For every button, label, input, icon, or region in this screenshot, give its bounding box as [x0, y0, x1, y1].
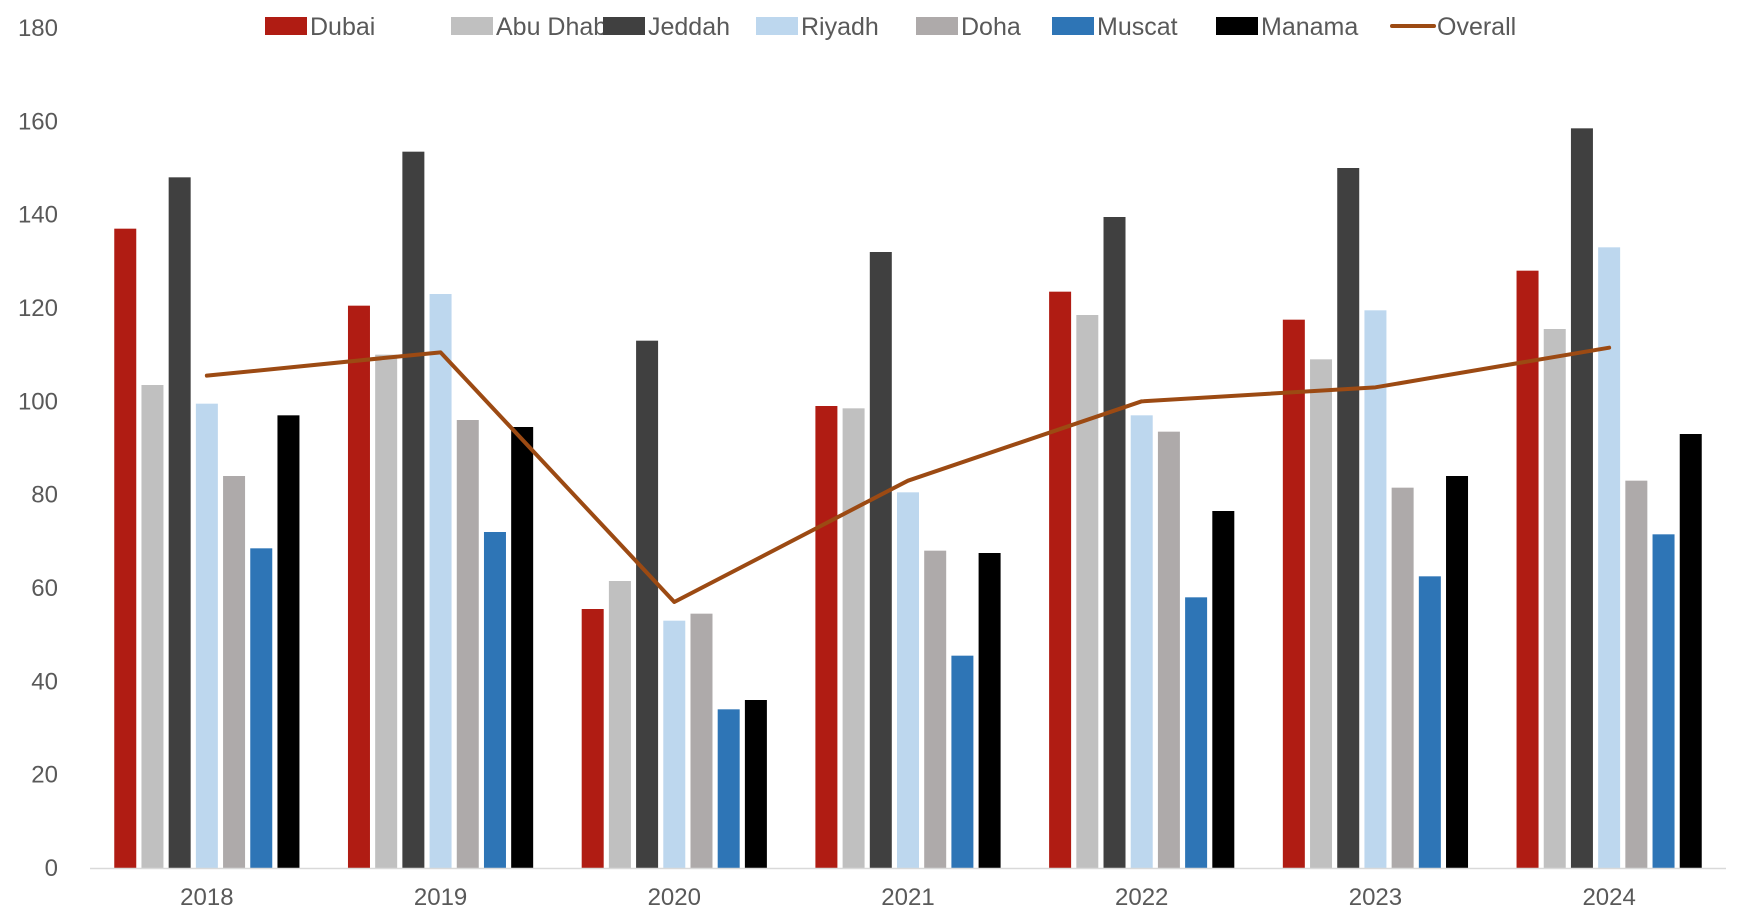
bar-jeddah-2020: [636, 340, 659, 868]
bar-doha-2020: [690, 613, 713, 868]
bar-manama-2018: [277, 415, 300, 868]
bar-muscat-2018: [250, 548, 273, 868]
legend-swatch: [451, 17, 493, 35]
legend-item-manama: Manama: [1216, 13, 1358, 41]
legend-item-dubai: Dubai: [265, 13, 375, 41]
bar-dubai-2018: [114, 228, 137, 869]
legend-swatch: [265, 17, 307, 35]
bar-riyadh-2020: [663, 620, 686, 868]
bar-jeddah-2019: [402, 151, 425, 869]
y-tick-label: 120: [18, 295, 58, 322]
x-axis: 2018 2019 2020 2021 2022 2023 2024: [90, 867, 1726, 911]
legend-swatch: [1052, 17, 1094, 35]
bar-jeddah-2024: [1570, 128, 1593, 868]
bar-manama-2023: [1446, 476, 1469, 868]
bar-dubai-2023: [1282, 319, 1305, 868]
line-overall: [204, 345, 1612, 604]
bar-riyadh-2018: [195, 403, 218, 868]
bar-abu-dhabi-2018: [141, 385, 164, 868]
legend-label: Jeddah: [648, 13, 730, 41]
legend-label: Abu Dhabi: [496, 13, 613, 41]
bar-abu-dhabi-2019: [375, 354, 398, 868]
bar-muscat-2021: [951, 655, 974, 868]
legend-item-abu-dhabi: Abu Dhabi: [451, 13, 613, 41]
bar-riyadh-2022: [1130, 415, 1153, 868]
bar-manama-2020: [744, 700, 767, 868]
x-tick-label: 2024: [1582, 884, 1635, 911]
legend-item-jeddah: Jeddah: [603, 13, 730, 41]
legend: Dubai Abu Dhabi Jeddah Riyadh Doha Muscat Mana…: [265, 13, 1516, 41]
bar-jeddah-2022: [1103, 217, 1126, 868]
bar-abu-dhabi-2023: [1310, 359, 1333, 868]
legend-item-riyadh: Riyadh: [756, 13, 879, 41]
y-tick-label: 80: [31, 482, 58, 509]
bar-muscat-2020: [717, 709, 740, 868]
x-tick-label: 2023: [1349, 884, 1402, 911]
bar-dubai-2019: [347, 305, 370, 868]
bar-doha-2018: [223, 476, 246, 868]
y-tick-label: 140: [18, 202, 58, 229]
bar-muscat-2022: [1185, 597, 1208, 868]
bar-dubai-2021: [815, 406, 838, 868]
bar-abu-dhabi-2020: [608, 581, 631, 868]
bars: [114, 128, 1702, 869]
bar-riyadh-2024: [1598, 247, 1621, 868]
bar-riyadh-2019: [429, 294, 452, 868]
legend-label: Doha: [961, 13, 1021, 41]
bar-abu-dhabi-2024: [1543, 329, 1566, 868]
y-tick-label: 60: [31, 575, 58, 602]
x-tick-label: 2020: [648, 884, 701, 911]
legend-swatch: [603, 17, 645, 35]
bar-riyadh-2021: [897, 492, 919, 868]
line-series: [204, 345, 1612, 604]
legend-item-doha: Doha: [916, 13, 1021, 41]
bar-muscat-2024: [1652, 534, 1675, 868]
x-tick-label: 2021: [881, 884, 934, 911]
y-tick-label: 100: [18, 388, 58, 415]
y-tick-label: 160: [18, 108, 58, 135]
legend-label: Dubai: [310, 13, 375, 41]
bar-doha-2024: [1625, 480, 1648, 868]
bar-doha-2023: [1391, 487, 1414, 868]
x-tick-label: 2022: [1115, 884, 1168, 911]
bar-doha-2021: [924, 550, 947, 868]
bar-dubai-2022: [1049, 291, 1072, 868]
bar-manama-2021: [978, 553, 1001, 868]
x-tick-label: 2019: [414, 884, 467, 911]
y-tick-label: 180: [18, 15, 58, 42]
legend-swatch: [756, 17, 798, 35]
bar-dubai-2024: [1516, 270, 1539, 868]
bar-doha-2019: [456, 420, 479, 868]
bar-muscat-2023: [1418, 576, 1441, 868]
x-tick-label: 2018: [180, 884, 233, 911]
bar-jeddah-2018: [168, 177, 191, 868]
bar-manama-2022: [1212, 511, 1235, 868]
y-tick-label: 0: [45, 855, 58, 882]
bar-abu-dhabi-2022: [1076, 315, 1099, 868]
bar-riyadh-2023: [1364, 310, 1387, 869]
bar-muscat-2019: [483, 532, 506, 868]
legend-label: Overall: [1437, 13, 1516, 41]
bar-jeddah-2023: [1337, 168, 1360, 868]
legend-swatch: [1216, 17, 1258, 35]
y-tick-label: 20: [31, 762, 58, 789]
bar-jeddah-2021: [869, 252, 892, 868]
bar-manama-2024: [1679, 434, 1702, 868]
y-tick-label: 40: [31, 668, 58, 695]
legend-item-overall: Overall: [1390, 13, 1516, 41]
legend-label: Muscat: [1097, 13, 1178, 41]
legend-label: Manama: [1261, 13, 1358, 41]
legend-label: Riyadh: [801, 13, 879, 41]
bar-manama-2019: [511, 427, 534, 868]
y-axis: 0 20 40 60 80 100 120 140 160 180: [18, 15, 58, 882]
bar-dubai-2020: [581, 609, 604, 868]
legend-swatch: [916, 17, 958, 35]
bar-abu-dhabi-2021: [842, 408, 865, 868]
legend-item-muscat: Muscat: [1052, 13, 1178, 41]
bar-doha-2022: [1157, 431, 1180, 868]
